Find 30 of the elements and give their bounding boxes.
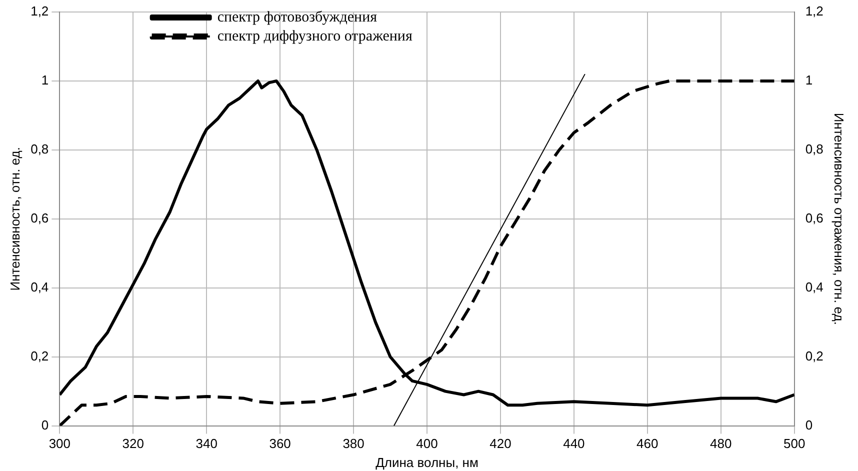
y-tick-label: 1 [41,72,49,88]
y2-tick-label: 0,2 [805,348,824,364]
y-tick-label: 1,2 [30,4,49,19]
x-tick-label: 480 [710,436,732,452]
x-tick-label: 460 [636,436,658,452]
legend-label: спектр диффузного отражения [217,28,412,44]
y-tick-label: 0,6 [30,210,49,226]
y-tick-label: 0,4 [30,279,49,294]
x-tick-label: 440 [563,436,585,452]
y2-tick-label: 1 [805,72,813,88]
y-tick-label: 0,8 [30,142,49,157]
x-tick-label: 380 [342,436,364,452]
y2-tick-label: 1,2 [805,4,824,19]
x-tick-label: 300 [48,436,71,452]
x-axis-title: Длина волны, нм [376,454,478,470]
y-tick-label: 0,2 [30,348,49,364]
y2-tick-label: 0 [805,417,813,432]
x-tick-label: 400 [416,436,438,452]
x-tick-label: 340 [196,436,218,452]
y2-tick-label: 0,8 [805,142,824,157]
y-axis-title: Интенсивность, отн. ед. [7,147,22,291]
x-tick-label: 500 [783,436,806,452]
y-tick-label: 0 [41,417,49,432]
y2-tick-label: 0,6 [805,210,824,226]
legend-label: спектр фотовозбуждения [217,9,378,26]
y2-axis-title: Интенсивность отражения, отн. ед. [832,112,847,325]
x-tick-label: 360 [269,436,291,452]
y2-tick-label: 0,4 [805,279,824,294]
x-tick-label: 420 [490,436,512,452]
x-tick-label: 320 [122,436,144,452]
